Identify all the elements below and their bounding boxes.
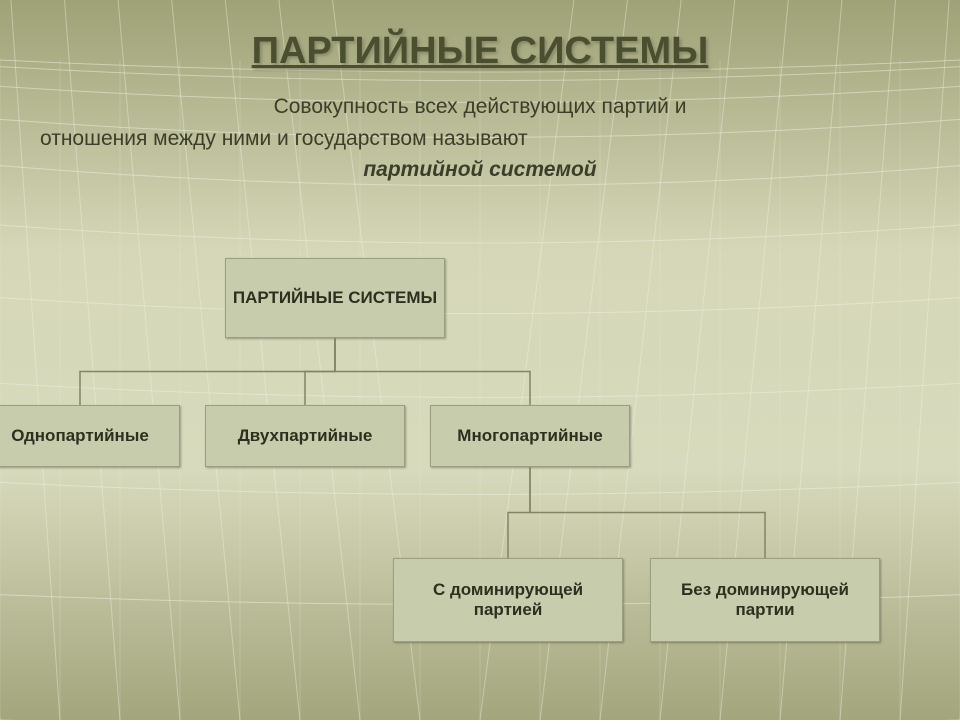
hierarchy-connectors [0,0,960,720]
